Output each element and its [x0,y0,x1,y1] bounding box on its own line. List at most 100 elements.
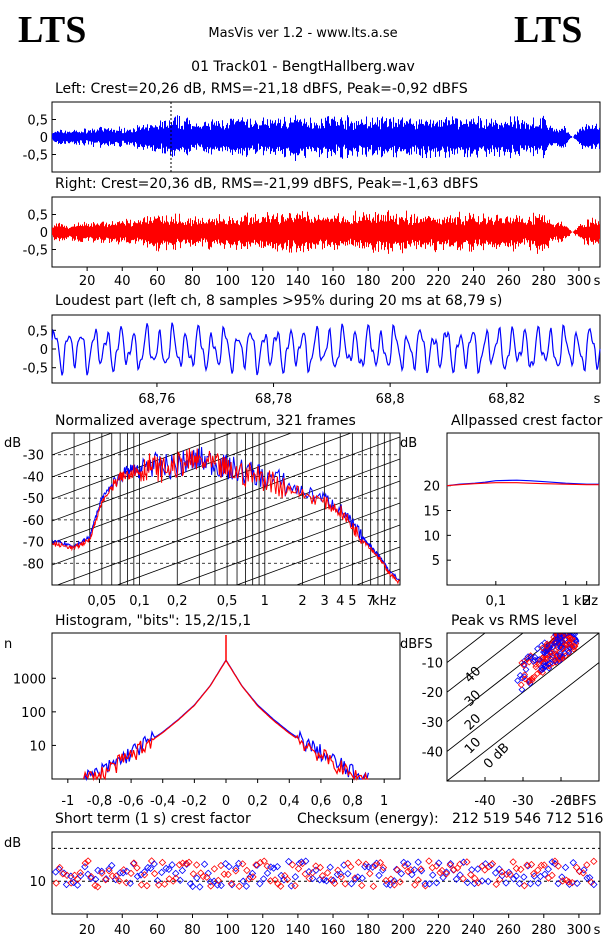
crest-xtick-label: 180 [356,923,381,938]
peakrms-point [536,656,543,663]
peakrms-point [541,662,549,670]
crest-point [108,861,116,870]
loudest-xtick-label: s [594,392,601,407]
peakrms-point [528,676,536,684]
peakrms-diagonal-label: 20 [462,711,484,733]
crest-point [478,877,486,885]
crest-point [101,876,110,884]
peakrms-point [566,623,572,629]
right-waveform-trace [52,210,600,254]
crest-point [274,880,282,888]
crest-point [495,865,504,873]
spectrum-xtick-label: 5 [348,594,356,609]
crest-point [140,871,149,879]
histogram-xtick-label: -0,6 [118,794,143,809]
peakrms-point [518,686,526,694]
right-xtick-label: 20 [79,274,96,289]
spectrum-slope [52,283,400,411]
crest-point [186,880,195,888]
peakrms-point [534,645,541,653]
crest-point [291,873,300,881]
left-channel-title: Left: Crest=20,26 dB, RMS=-21,18 dBFS, P… [55,81,468,97]
crest-point [133,864,141,872]
crest-point [488,859,497,868]
peakrms-point [546,652,554,660]
crest-point [312,866,320,874]
peakrms-point [571,621,577,627]
crest-point [154,881,163,889]
spectrum-slope [56,458,400,585]
crest-point [358,881,366,890]
loudest-xtick-label: 68,8 [376,392,405,407]
crest-point [193,874,201,882]
crest-point [318,872,327,880]
loudest-xtick-label: 68,78 [255,392,292,407]
loudest-ytick-label: 0 [40,343,48,358]
crest-point [285,857,293,866]
crest-point [436,868,444,877]
crest-point [105,865,113,873]
peakrms-point [534,670,541,678]
histogram-xtick-label: 0,4 [279,794,300,809]
crest-point [568,879,576,887]
crest-point [232,864,240,873]
peakrms-point [557,644,565,652]
peakrms-point [570,618,576,624]
checksum-value: 212 519 546 712 516 [452,811,604,827]
crest-point [534,879,542,887]
lts-logo-right: LTS [514,9,583,51]
crest-point [439,873,447,882]
right-xtick-label: 40 [114,274,131,289]
spectrum-right-line [52,448,400,585]
crest-point [341,880,349,888]
crest-point [358,874,366,882]
loudest-trace [51,322,601,376]
crest-point [316,863,324,872]
crest-point [225,862,233,871]
crest-point [397,869,406,878]
crest-point [446,859,455,868]
spectrum-left-line [52,446,400,581]
crest-point [157,868,166,877]
peakrms-lines [447,618,599,781]
spectrum-slope [52,433,113,456]
crest-ytick-label: 10 [29,875,46,890]
crest-point [450,866,458,874]
right-xtick-label: 240 [461,274,486,289]
peakrms-diagonal-label: 30 [462,688,484,710]
allpass-title: Allpassed crest factor [451,413,603,429]
crest-point [351,874,359,882]
crest-point [368,863,377,871]
histogram-left-line [83,658,369,782]
crest-xtick-label: 40 [114,923,131,938]
peakrms-point [566,626,572,632]
spectrum-slope [52,433,353,544]
crest-point [404,867,412,876]
left-waveform-trace [52,115,600,161]
crest-point [227,879,236,888]
crest-point [371,861,379,870]
crest-xtick-label: 220 [426,923,451,938]
crest-point [432,862,441,870]
crest-xtick-label: 160 [321,923,346,938]
crest-point [334,866,342,874]
spectrum-xtick-label: 0,2 [167,594,188,609]
right-xtick-label: s [594,274,601,289]
peakrms-point [514,677,522,685]
crest-point [463,878,472,887]
peakrms-point [569,626,575,632]
crest-point [515,879,524,888]
crest-point [379,863,388,872]
crest-point [551,857,559,865]
crest-point [120,866,128,874]
crest-point [569,858,577,867]
spectrum-slope [175,502,400,585]
allpass-frame [446,432,600,586]
peakrms-point [516,671,524,679]
crest-point [329,876,337,885]
peakrms-point [556,655,564,663]
peak-rms-title: Peak vs RMS level [451,613,578,629]
right-xtick-label: 220 [426,274,451,289]
crest-point [333,870,342,879]
crest-point [442,869,451,878]
